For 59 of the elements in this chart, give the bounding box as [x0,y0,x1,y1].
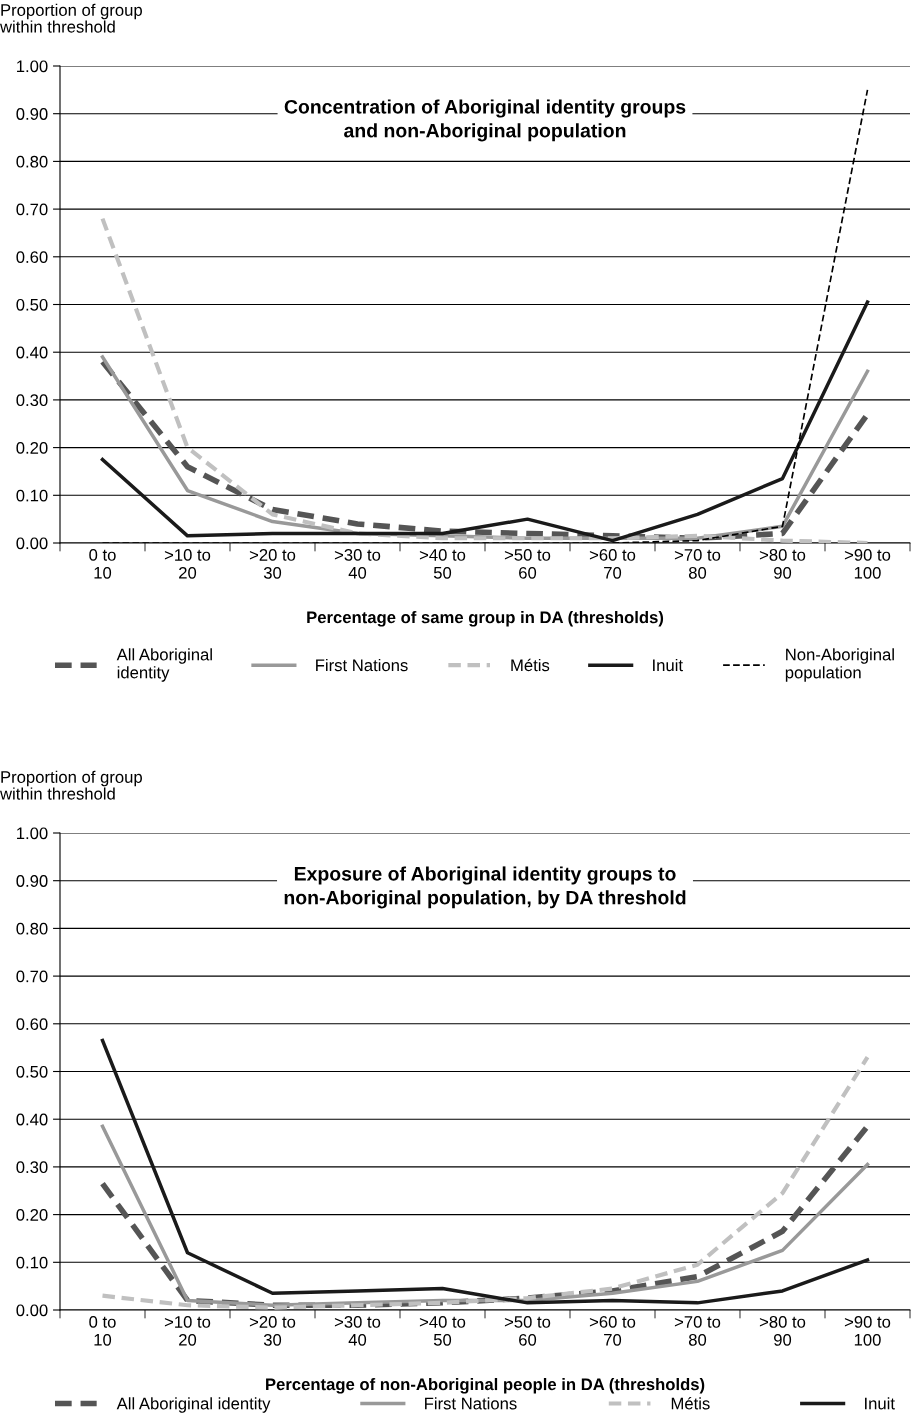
y-tick-label: 1.00 [17,827,48,840]
y-tick-label: 0.00 [16,537,48,550]
x-tick-label: >30 to 40 [334,1316,381,1346]
y-axis-title: Proportion of group within threshold [0,770,142,800]
x-tick-label: >70 to 80 [674,1316,721,1346]
x-axis-title: Percentage of non-Aboriginal people in DA (thresholds) [266,1378,705,1394]
x-tick-label: 0 to 10 [89,549,116,579]
x-tick-label: >80 to 90 [759,549,806,579]
y-tick-label: 0.80 [16,922,48,935]
y-tick-label: 0.10 [16,1256,48,1269]
legend-label: First Nations [316,658,408,672]
legend-label: Métis [671,1397,710,1410]
x-tick-label: 0 to 10 [89,1316,116,1346]
text: Concentration of Aboriginal identity groups and non-Aboriginal population [284,99,686,142]
y-tick-label: 0.30 [16,394,48,407]
y-tick-label: 0.70 [16,203,48,216]
x-tick-label: >10 to 20 [164,549,211,579]
y-tick-label: 0.60 [16,251,48,263]
y-tick-label: 0.50 [16,298,48,311]
y-tick-label: 1.00 [17,60,48,73]
x-tick-label: >90 to 100 [844,1316,891,1346]
x-tick-label: >20 to 30 [249,549,296,579]
y-tick-label: 0.20 [16,442,48,454]
legend-label: All Aboriginal identity [116,1397,271,1413]
x-tick-label: >40 to 50 [419,549,466,579]
x-tick-label: >60 to 70 [589,549,636,579]
y-tick-label: 0.20 [16,1209,48,1221]
x-tick-label: >70 to 80 [674,549,721,579]
legend-label: Inuit [865,1397,895,1410]
x-tick-label: >30 to 40 [334,549,381,579]
y-tick-label: 0.70 [16,970,48,983]
x-tick-label: >20 to 30 [249,1316,296,1346]
y-tick-label: 0.30 [16,1161,48,1174]
x-tick-label: >90 to 100 [844,549,891,579]
y-tick-label: 0.50 [16,1065,48,1078]
legend-label: Non-Aboriginal population [785,648,894,682]
x-tick-label: >10 to 20 [164,1316,211,1346]
y-tick-label: 0.90 [16,108,48,120]
x-tick-label: >40 to 50 [419,1316,466,1346]
x-tick-label: >80 to 90 [759,1316,806,1346]
legend-label: Inuit [653,658,683,672]
y-tick-label: 0.40 [16,1113,48,1126]
text: Exposure of Aboriginal identity groups to non-Aboriginal population, by DA threshold [284,866,686,909]
y-tick-label: 0.60 [16,1018,48,1030]
x-axis-title: Percentage of same group in DA (thresholds) [307,611,664,627]
line-series [100,216,870,543]
y-tick-label: 0.10 [16,489,48,502]
x-tick-label: >60 to 70 [589,1316,636,1346]
y-axis-title: Proportion of group within threshold [0,3,142,33]
y-tick-label: 0.40 [16,346,48,359]
y-tick-label: 0.00 [16,1304,48,1317]
x-tick-label: >50 to 60 [504,549,551,579]
y-tick-label: 0.80 [16,155,48,168]
legend-label: Métis [511,658,550,672]
x-tick-label: >50 to 60 [504,1316,551,1346]
legend-label: First Nations [425,1397,517,1410]
y-tick-label: 0.90 [16,875,48,887]
line-series [100,300,870,543]
legend-label: All Aboriginal identity [116,648,212,682]
